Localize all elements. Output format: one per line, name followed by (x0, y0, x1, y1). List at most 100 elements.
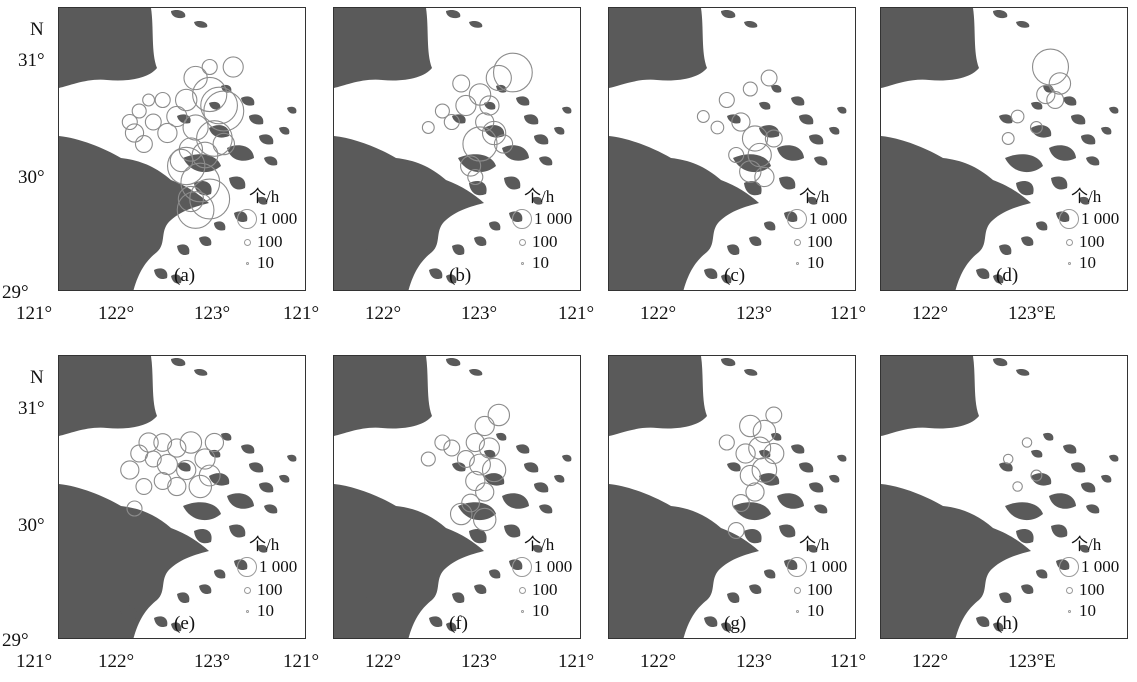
catch-rate-circle (212, 132, 236, 156)
catch-rate-circle (154, 91, 171, 109)
lat-label-30: 30° (18, 515, 45, 536)
catch-rate-circle (763, 442, 785, 465)
land-shape (1049, 493, 1076, 509)
land-shape (452, 244, 465, 256)
land-shape (214, 221, 226, 231)
land-shape (532, 196, 543, 205)
land-shape (999, 114, 1013, 124)
land-shape (562, 106, 572, 114)
catch-rate-circle (452, 74, 471, 93)
land-shape (516, 96, 530, 106)
panel-label: (h) (996, 613, 1019, 634)
land-shape (489, 569, 501, 579)
catch-rate-circle (479, 95, 500, 116)
catch-rate-circle (751, 457, 778, 483)
land-shape (1086, 156, 1100, 166)
land-shape (993, 9, 1008, 19)
legend-symbol (1067, 609, 1071, 613)
lon-label: 123° (461, 303, 498, 324)
catch-rate-circle (449, 502, 473, 526)
land-shape (744, 181, 762, 196)
land-shape (229, 524, 246, 538)
land-shape (727, 592, 740, 604)
lon-label: 122° (640, 303, 677, 324)
legend-symbol (245, 261, 249, 265)
legend-value: 100 (807, 580, 833, 599)
lon-label: 121° (558, 651, 595, 672)
legend-unit: 个/h (524, 535, 555, 554)
land-shape (194, 368, 208, 376)
land-shape (637, 242, 656, 253)
land-shape (993, 357, 1008, 367)
lon-label: 122° (365, 303, 402, 324)
legend-value: 10 (1079, 601, 1096, 620)
land-shape (1016, 20, 1030, 28)
legend-symbol (512, 557, 532, 577)
land-shape (1016, 529, 1034, 544)
land-shape (993, 274, 1004, 284)
catch-rate-circle (754, 166, 775, 188)
land-shape (171, 274, 182, 284)
catch-rate-circle (157, 122, 178, 144)
land-shape (881, 8, 979, 88)
catch-rate-circle (1012, 481, 1023, 492)
catch-rate-circle (752, 419, 777, 444)
map-svg (609, 8, 847, 290)
land-shape (229, 176, 246, 190)
land-shape (257, 196, 268, 205)
land-shape (1005, 502, 1043, 521)
land-shape (881, 356, 979, 436)
land-shape (799, 114, 814, 125)
land-shape (183, 502, 221, 521)
legend-value: 100 (532, 232, 558, 251)
land-shape (469, 368, 483, 376)
catch-rate-circle (135, 478, 153, 495)
catch-rate-circle (176, 191, 215, 229)
land-shape (727, 462, 741, 472)
lon-label: 122° (912, 303, 949, 324)
legend-value: 1 000 (534, 209, 573, 228)
catch-rate-circle (739, 414, 762, 438)
lon-label: 123° (461, 651, 498, 672)
land-shape (446, 274, 457, 284)
map-svg (881, 8, 1119, 290)
land-shape (87, 242, 106, 253)
land-shape (733, 502, 771, 521)
land-shape (744, 368, 758, 376)
land-shape (502, 493, 529, 509)
land-shape (837, 454, 847, 462)
lon-label: 122° (640, 651, 677, 672)
legend-value: 100 (1079, 580, 1105, 599)
land-shape (279, 126, 290, 135)
land-shape (1101, 474, 1112, 483)
legend-symbol (512, 209, 532, 229)
land-shape (1109, 454, 1119, 462)
legend-symbol (1059, 557, 1079, 577)
catch-rate-circle (167, 438, 187, 458)
lon-label: 121° (283, 651, 320, 672)
catch-rate-circle (696, 110, 710, 123)
catch-rate-circle (156, 453, 178, 476)
land-shape (1079, 196, 1090, 205)
land-shape (909, 242, 928, 253)
catch-rate-circle (196, 120, 233, 157)
land-shape (429, 616, 443, 628)
land-shape (362, 242, 381, 253)
land-shape (502, 145, 529, 161)
catch-rate-circle (472, 507, 497, 532)
land-shape (227, 145, 254, 161)
land-shape (669, 256, 688, 272)
land-shape (334, 8, 432, 88)
catch-rate-circle (475, 482, 495, 502)
land-shape (809, 482, 824, 493)
land-shape (837, 106, 847, 114)
land-shape (524, 114, 539, 125)
land-shape (249, 462, 264, 473)
catch-rate-circle (475, 112, 495, 132)
map-panel: (e) 个/h 1 000 100 10 (58, 355, 306, 639)
legend-value: 1 000 (1081, 557, 1120, 576)
land-shape (777, 145, 804, 161)
land-shape (394, 256, 413, 272)
lon-label: 121° (558, 303, 595, 324)
land-shape (119, 256, 138, 272)
